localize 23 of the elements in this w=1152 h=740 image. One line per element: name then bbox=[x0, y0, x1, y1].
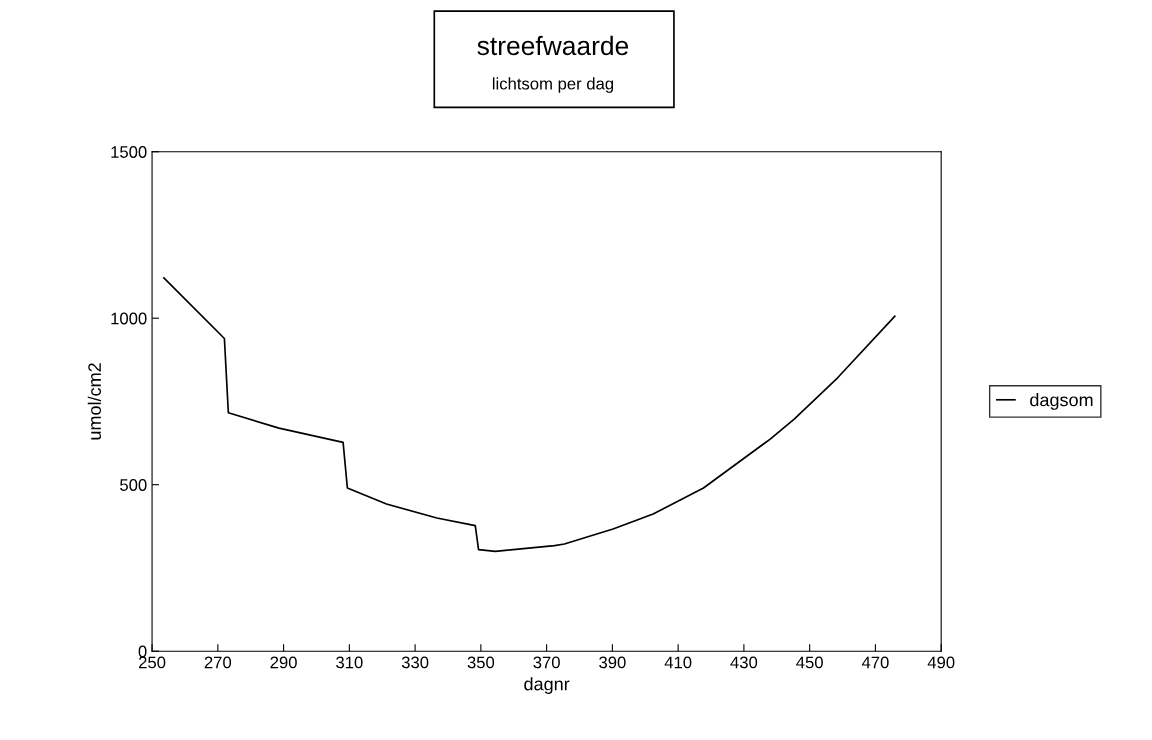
x-tick-label: 470 bbox=[861, 656, 889, 669]
y-tick-label: 0 bbox=[138, 645, 147, 658]
x-tick-label: 410 bbox=[664, 656, 692, 669]
chart-title: streefwaarde bbox=[477, 35, 629, 56]
x-tick-label: 450 bbox=[796, 656, 823, 669]
y-tick-label: 1000 bbox=[111, 312, 147, 325]
y-tick-label: 500 bbox=[120, 479, 147, 491]
x-tick-label: 350 bbox=[467, 656, 495, 669]
x-tick-label: 430 bbox=[730, 656, 758, 669]
legend-label: dagsom bbox=[1030, 393, 1093, 410]
x-tick-label: 290 bbox=[270, 656, 297, 669]
y-axis-title: umol/cm2 bbox=[87, 363, 102, 440]
x-tick-label: 330 bbox=[401, 656, 429, 669]
x-tick-label: 390 bbox=[599, 656, 626, 669]
y-tick-label: 1500 bbox=[111, 146, 147, 158]
chart-subtitle: lichtsom per dag bbox=[492, 77, 614, 93]
line-series bbox=[163, 277, 896, 553]
x-tick-label: 370 bbox=[533, 656, 560, 669]
x-axis-title: dagnr bbox=[524, 677, 570, 694]
x-tick-label: 250 bbox=[139, 656, 166, 669]
x-tick-label: 490 bbox=[927, 656, 955, 669]
x-tick-label: 310 bbox=[336, 656, 363, 669]
x-tick-label: 270 bbox=[204, 656, 232, 669]
